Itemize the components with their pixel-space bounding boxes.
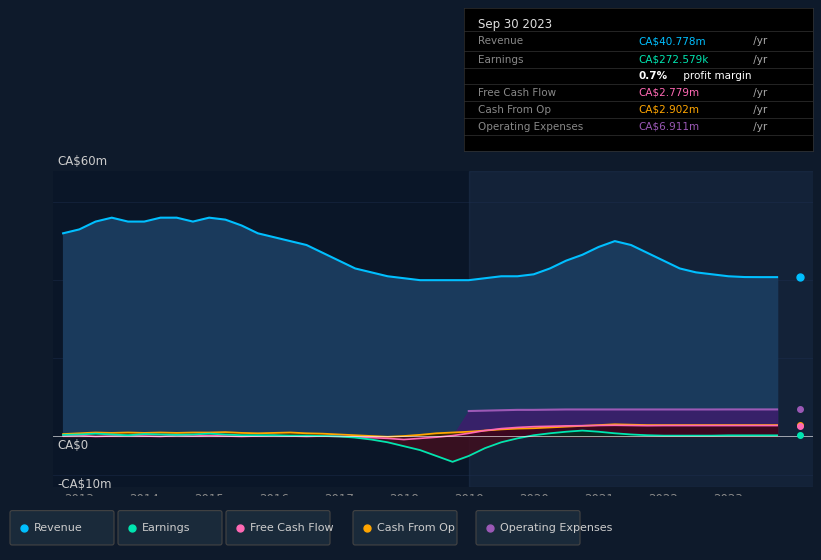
Text: Sep 30 2023: Sep 30 2023	[478, 18, 552, 31]
Text: CA$2.902m: CA$2.902m	[639, 105, 699, 115]
Text: /yr: /yr	[750, 88, 768, 97]
Text: Cash From Op: Cash From Op	[478, 105, 551, 115]
Text: CA$0: CA$0	[57, 439, 89, 452]
FancyBboxPatch shape	[10, 511, 114, 545]
Text: CA$40.778m: CA$40.778m	[639, 36, 706, 46]
Text: Free Cash Flow: Free Cash Flow	[250, 523, 333, 533]
Text: CA$272.579k: CA$272.579k	[639, 55, 709, 65]
Text: Operating Expenses: Operating Expenses	[500, 523, 612, 533]
Text: profit margin: profit margin	[680, 71, 752, 81]
Text: Revenue: Revenue	[34, 523, 83, 533]
Text: Free Cash Flow: Free Cash Flow	[478, 88, 556, 97]
Bar	[469, 171, 821, 487]
FancyBboxPatch shape	[476, 511, 580, 545]
Text: /yr: /yr	[750, 105, 768, 115]
Text: CA$60m: CA$60m	[57, 155, 108, 168]
FancyBboxPatch shape	[226, 511, 330, 545]
Text: 0.7%: 0.7%	[639, 71, 667, 81]
Text: CA$6.911m: CA$6.911m	[639, 122, 699, 132]
FancyBboxPatch shape	[118, 511, 222, 545]
Text: -CA$10m: -CA$10m	[57, 478, 112, 491]
Text: Earnings: Earnings	[142, 523, 190, 533]
Text: /yr: /yr	[750, 122, 768, 132]
Text: /yr: /yr	[750, 36, 768, 46]
Text: CA$2.779m: CA$2.779m	[639, 88, 699, 97]
Text: Revenue: Revenue	[478, 36, 523, 46]
Text: Earnings: Earnings	[478, 55, 523, 65]
Text: Cash From Op: Cash From Op	[377, 523, 455, 533]
Text: /yr: /yr	[750, 55, 768, 65]
FancyBboxPatch shape	[353, 511, 457, 545]
Text: Operating Expenses: Operating Expenses	[478, 122, 583, 132]
